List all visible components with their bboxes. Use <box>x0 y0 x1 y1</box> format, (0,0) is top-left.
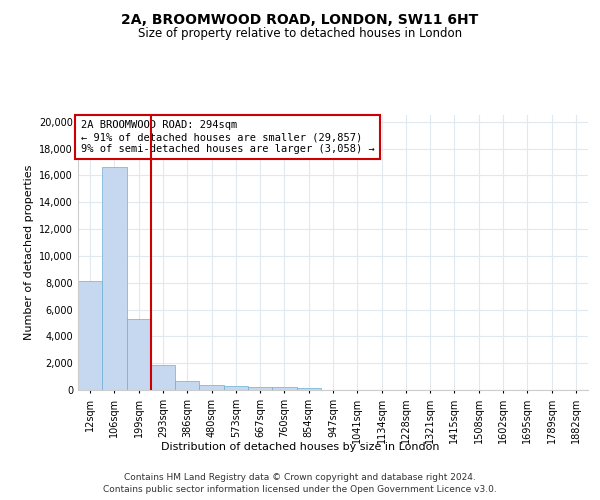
Bar <box>248 387 272 390</box>
Text: Distribution of detached houses by size in London: Distribution of detached houses by size … <box>161 442 439 452</box>
Bar <box>175 380 199 390</box>
Bar <box>272 388 296 390</box>
Bar <box>78 282 102 390</box>
Bar <box>296 388 321 390</box>
Bar <box>127 319 151 390</box>
Text: 2A, BROOMWOOD ROAD, LONDON, SW11 6HT: 2A, BROOMWOOD ROAD, LONDON, SW11 6HT <box>121 12 479 26</box>
Text: Contains HM Land Registry data © Crown copyright and database right 2024.: Contains HM Land Registry data © Crown c… <box>124 472 476 482</box>
Bar <box>224 386 248 390</box>
Y-axis label: Number of detached properties: Number of detached properties <box>24 165 34 340</box>
Bar <box>102 168 127 390</box>
Bar <box>151 365 175 390</box>
Text: Contains public sector information licensed under the Open Government Licence v3: Contains public sector information licen… <box>103 485 497 494</box>
Text: 2A BROOMWOOD ROAD: 294sqm
← 91% of detached houses are smaller (29,857)
9% of se: 2A BROOMWOOD ROAD: 294sqm ← 91% of detac… <box>80 120 374 154</box>
Bar <box>199 385 224 390</box>
Text: Size of property relative to detached houses in London: Size of property relative to detached ho… <box>138 28 462 40</box>
